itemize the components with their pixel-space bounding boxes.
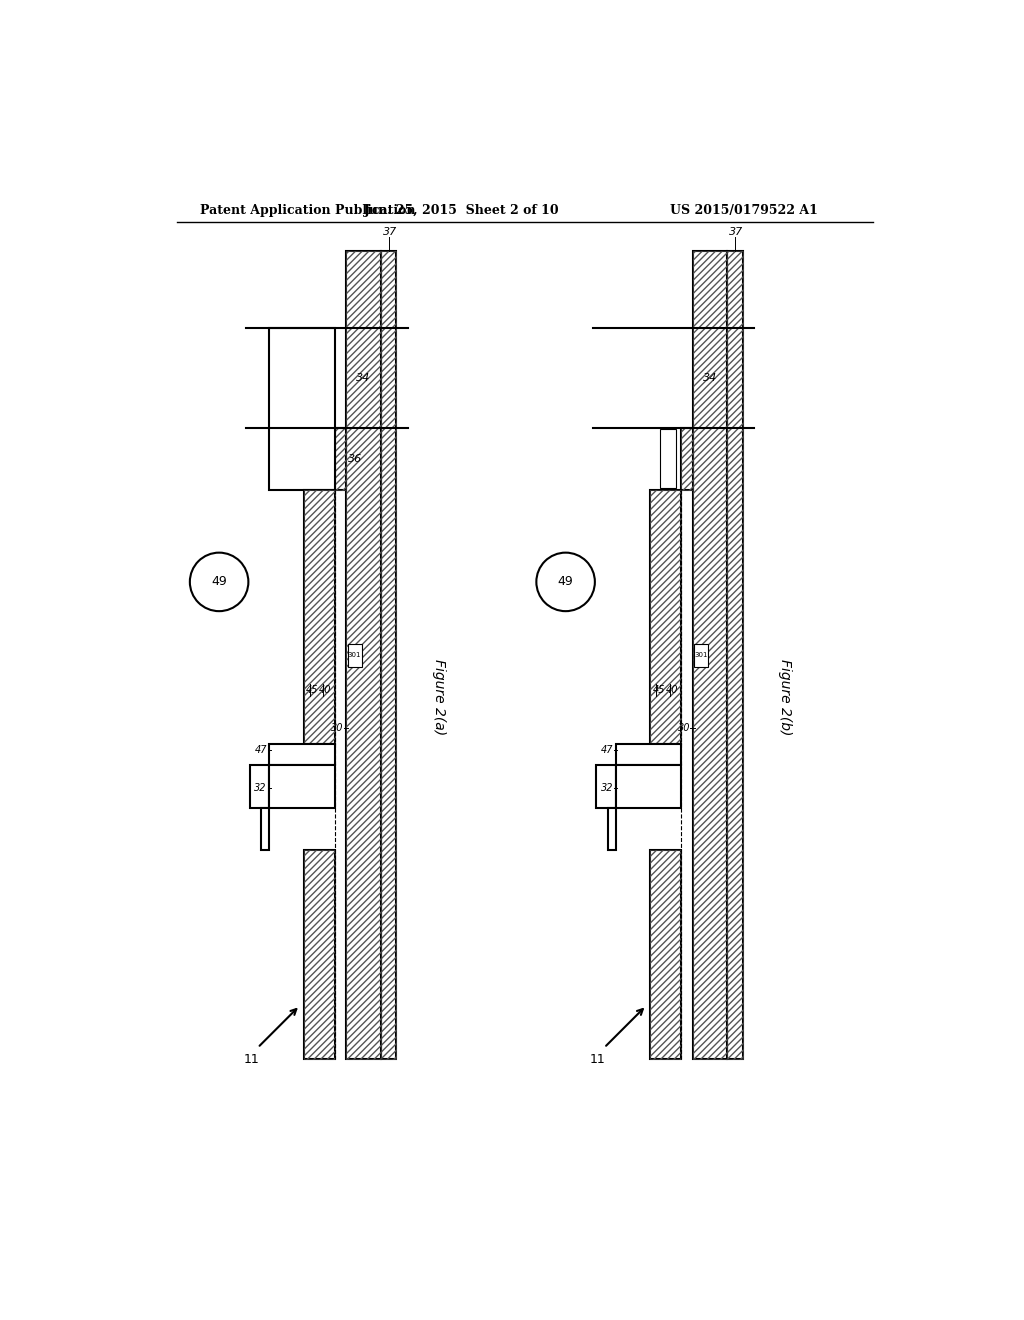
Text: 301: 301 [694,652,708,659]
Text: 32: 32 [254,783,267,793]
Text: 30: 30 [332,723,344,733]
Text: Jun. 25, 2015  Sheet 2 of 10: Jun. 25, 2015 Sheet 2 of 10 [364,205,559,218]
Text: Figure 2(b): Figure 2(b) [778,659,792,735]
Polygon shape [692,251,727,1059]
Polygon shape [596,766,615,808]
Circle shape [537,553,595,611]
Text: 40: 40 [666,685,678,694]
Text: 34: 34 [702,372,717,383]
Polygon shape [615,743,681,766]
Polygon shape [269,327,335,490]
Text: 36: 36 [348,454,362,463]
Bar [694,644,708,667]
Polygon shape [650,850,681,1059]
Text: 36: 36 [660,454,675,463]
Text: 45: 45 [652,685,666,694]
Text: 301: 301 [348,652,361,659]
Polygon shape [681,428,692,490]
Text: 49: 49 [211,576,227,589]
Circle shape [189,553,249,611]
Bar [659,429,677,488]
Text: 37: 37 [729,227,743,238]
Polygon shape [615,766,681,808]
Text: 49: 49 [558,576,573,589]
Polygon shape [727,251,742,1059]
Polygon shape [381,251,396,1059]
Text: Patent Application Publication: Patent Application Publication [200,205,416,218]
Text: 34: 34 [356,372,371,383]
Text: Figure 2(a): Figure 2(a) [431,659,445,735]
Polygon shape [335,428,346,490]
Polygon shape [608,808,615,850]
Polygon shape [650,490,681,743]
Text: 11: 11 [590,1053,606,1065]
Polygon shape [261,808,269,850]
Text: 32: 32 [601,783,613,793]
Polygon shape [269,766,335,808]
Polygon shape [346,251,381,1059]
Text: 47: 47 [601,744,613,755]
Polygon shape [304,490,335,743]
Text: 45: 45 [306,685,318,694]
Text: 40: 40 [319,685,332,694]
Polygon shape [304,850,335,1059]
Polygon shape [269,743,335,766]
Text: 47: 47 [254,744,267,755]
Polygon shape [250,766,269,808]
Text: US 2015/0179522 A1: US 2015/0179522 A1 [670,205,817,218]
Text: 11: 11 [244,1053,259,1065]
Bar [348,644,361,667]
Text: 30: 30 [678,723,690,733]
Text: 37: 37 [383,227,397,238]
